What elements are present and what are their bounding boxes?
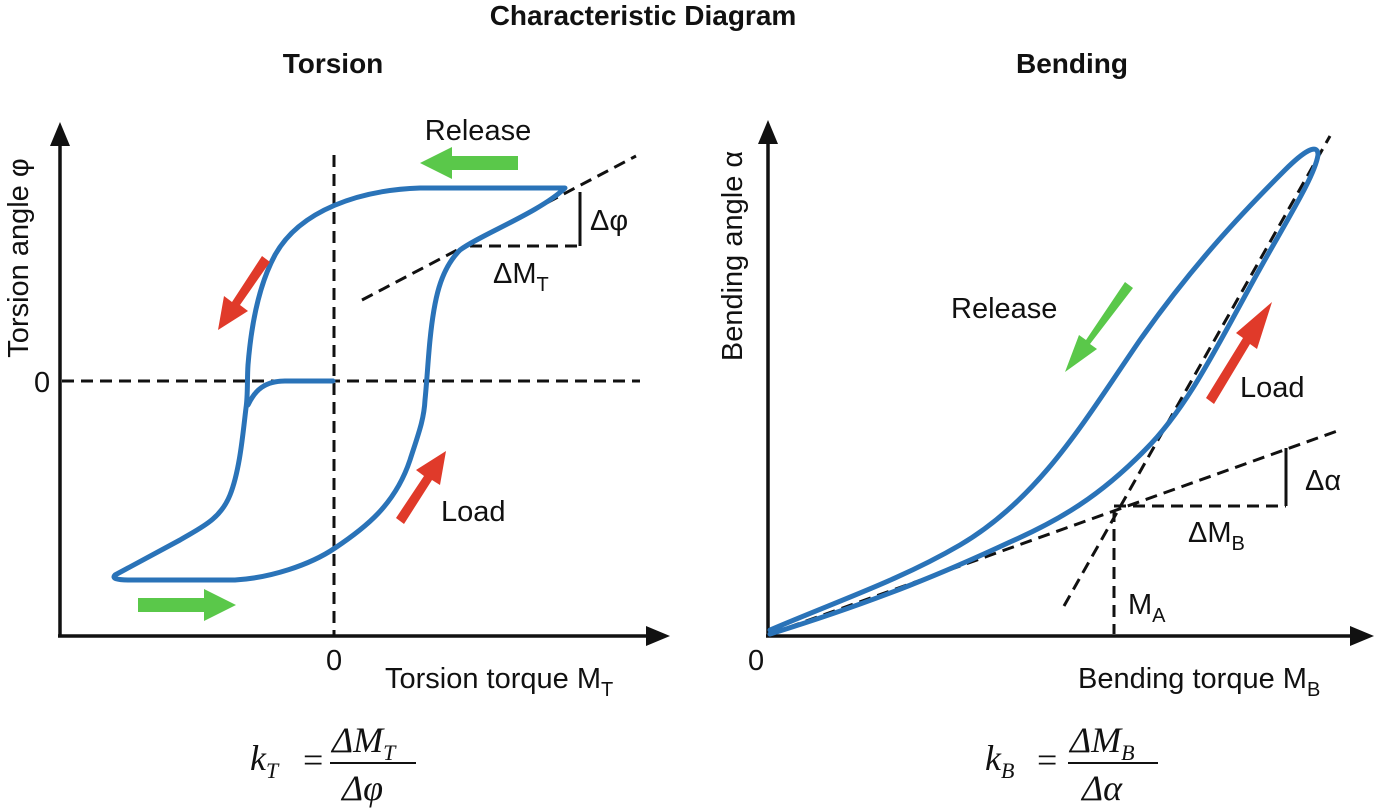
torsion-y-axis-label: Torsion angle φ [3,158,35,357]
torsion-heading: Torsion [283,48,384,79]
torsion-zero-x-label: 0 [326,645,342,677]
bending-stiffness-formula: kB = ΔMB Δα [985,720,1158,808]
bending-delta-alpha-label: Δα [1305,465,1341,497]
bending-ma-label: MA [1128,589,1166,627]
bending-delta-m-label: ΔMB [1188,517,1245,555]
torsion-formula-equals: = [303,740,323,780]
torsion-x-arrowhead [646,626,670,646]
torsion-delta-phi-label: Δφ [590,205,628,237]
bending-formula-numerator: ΔMB [1068,720,1135,765]
torsion-y-arrowhead [50,122,70,146]
torsion-delta-m-label: ΔMT [493,258,549,296]
torsion-release-label: Release [425,115,531,147]
torsion-initial-curve [245,378,336,408]
bending-formula-equals: = [1037,740,1057,780]
bending-release-label: Release [951,293,1057,325]
bending-heading: Bending [1016,48,1128,79]
bending-panel: Bending Release Load Δα ΔMB MA 0 Bending… [717,48,1374,808]
bending-upper-tangent [1062,135,1332,607]
torsion-formula-denominator: Δφ [340,768,383,808]
bending-y-axis-label: Bending angle α [717,151,749,361]
bending-formula-denominator: Δα [1080,768,1123,808]
bending-zero-label: 0 [748,645,764,677]
torsion-formula-k: kT [250,738,280,783]
bending-x-arrowhead [1350,626,1374,646]
torsion-panel: Torsion Release Load Δφ ΔMT 0 0 Torsion … [3,48,670,808]
bending-load-label: Load [1240,372,1305,404]
torsion-formula-numerator: ΔMT [330,720,397,765]
torsion-zero-y-label: 0 [34,367,50,399]
torsion-load-label: Load [441,496,506,528]
bending-y-arrowhead [758,120,778,144]
torsion-load-right-arrow [138,589,236,621]
bending-formula-k: kB [985,738,1014,783]
torsion-release-down-arrow [218,256,270,330]
torsion-hysteresis-curve [111,185,568,583]
torsion-release-arrow [420,147,518,179]
torsion-stiffness-formula: kT = ΔMT Δφ [250,720,416,808]
torsion-x-axis-label: Torsion torque MT [385,663,613,701]
bending-load-arrow [1206,302,1272,404]
diagram-title: Characteristic Diagram [490,0,797,31]
bending-release-arrow [1065,282,1133,372]
bending-x-axis-label: Bending torque MB [1078,663,1320,701]
torsion-load-arrow [396,451,446,524]
bending-hysteresis-curve [767,146,1321,637]
